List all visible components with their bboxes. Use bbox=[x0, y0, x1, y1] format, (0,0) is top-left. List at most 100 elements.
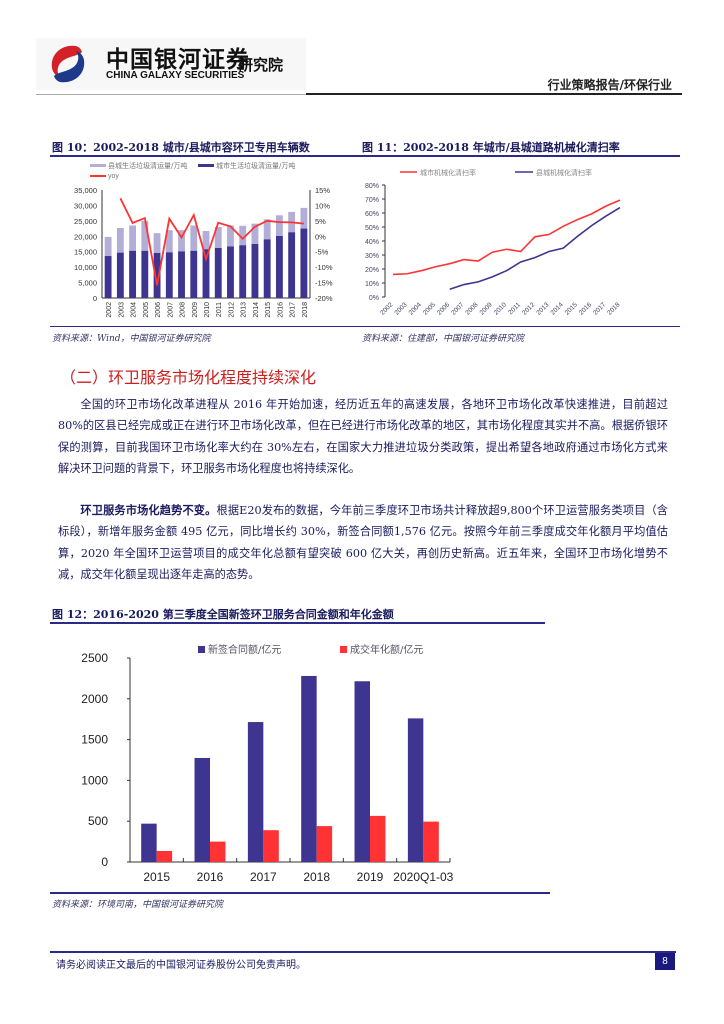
svg-text:2005: 2005 bbox=[143, 302, 150, 318]
svg-text:0%: 0% bbox=[369, 295, 379, 302]
figure10-title: 图 10：2002-2018 城市/县城市容环卫专用车辆数 bbox=[52, 141, 310, 154]
svg-text:2010: 2010 bbox=[204, 302, 211, 318]
svg-text:35,000: 35,000 bbox=[74, 186, 97, 195]
bar-county bbox=[300, 207, 308, 229]
svg-text:0: 0 bbox=[93, 294, 97, 303]
svg-text:2008: 2008 bbox=[180, 302, 187, 318]
bar-contract bbox=[247, 722, 264, 862]
svg-text:2008: 2008 bbox=[464, 301, 479, 316]
svg-text:10%: 10% bbox=[365, 281, 379, 288]
city-sweeping-line bbox=[392, 199, 621, 276]
svg-text:2014: 2014 bbox=[253, 302, 260, 318]
svg-text:2010: 2010 bbox=[493, 301, 508, 316]
paragraph-2-body: 根据E20发布的数据，今年前三季度环卫市场共计释放超9,800个环卫运营服务类项… bbox=[58, 504, 668, 581]
bar-county bbox=[251, 223, 259, 244]
svg-text:500: 500 bbox=[88, 814, 108, 828]
bar-county bbox=[263, 219, 271, 240]
svg-text:2017: 2017 bbox=[290, 302, 297, 318]
svg-text:0: 0 bbox=[101, 855, 108, 869]
bar-city bbox=[178, 251, 185, 298]
svg-text:2013: 2013 bbox=[241, 302, 248, 318]
bar-county bbox=[165, 230, 173, 253]
logo-cn-text: 中国银河证券 bbox=[106, 47, 250, 73]
svg-text:2015: 2015 bbox=[143, 870, 170, 884]
bar-city bbox=[300, 228, 308, 298]
svg-text:2018: 2018 bbox=[606, 301, 621, 316]
bar-county bbox=[129, 225, 137, 251]
svg-text:2000: 2000 bbox=[81, 692, 108, 706]
paragraph-2-lead: 环卫服务市场化趋势不变。 bbox=[80, 503, 217, 517]
svg-text:2020Q1-03: 2020Q1-03 bbox=[393, 870, 453, 884]
galaxy-logo-icon bbox=[51, 45, 85, 83]
svg-text:1000: 1000 bbox=[81, 773, 108, 787]
svg-text:2016: 2016 bbox=[197, 870, 224, 884]
figure10-chart: 县城生活垃圾清运量/万吨 城市生活垃圾清运量/万吨 yoy 0 5,000 10,000 1… bbox=[74, 161, 333, 318]
bar-city bbox=[104, 256, 112, 298]
legend-swatch-county bbox=[90, 164, 106, 167]
bar-contract bbox=[194, 757, 210, 862]
figure12-chart: 新签合同额/亿元 成交年化额/亿元 0 500 1000 1500 2000 2500 2015… bbox=[81, 643, 453, 884]
bar-city bbox=[190, 250, 198, 298]
svg-text:10%: 10% bbox=[315, 201, 330, 210]
svg-text:2017: 2017 bbox=[592, 301, 607, 316]
bar-city bbox=[141, 250, 149, 298]
svg-text:-5%: -5% bbox=[315, 248, 329, 257]
bar-city bbox=[153, 252, 161, 298]
legend-swatch-yoy bbox=[90, 175, 106, 177]
bar-annualized bbox=[263, 830, 279, 862]
bar-county bbox=[275, 215, 283, 236]
figure11-chart: 城市机械化清扫率 县城机械化清扫率 0% 10% 20% 30% 40% 50% 60% 70% 8… bbox=[365, 168, 622, 317]
legend-label-city: 城市机械化清扫率 bbox=[420, 168, 476, 177]
bar-city bbox=[129, 250, 137, 298]
bar-annualized bbox=[316, 826, 333, 862]
svg-text:70%: 70% bbox=[365, 197, 379, 204]
svg-text:2006: 2006 bbox=[155, 302, 162, 318]
svg-text:2012: 2012 bbox=[521, 301, 536, 316]
logo-institute-text: 研究院 bbox=[238, 56, 284, 74]
bar-annualized bbox=[370, 815, 386, 862]
svg-text:60%: 60% bbox=[365, 211, 379, 218]
svg-text:0%: 0% bbox=[315, 232, 326, 241]
svg-text:40%: 40% bbox=[365, 239, 379, 246]
figure11-title-rule bbox=[350, 155, 680, 157]
svg-text:2016: 2016 bbox=[578, 301, 593, 316]
svg-text:2011: 2011 bbox=[216, 302, 223, 317]
figure12-source: 资料来源：环境司南，中国银河证券研究院 bbox=[52, 900, 224, 910]
bar-city bbox=[251, 244, 259, 298]
paragraph-1: 全国的环卫市场化改革进程从 2016 年开始加速，经历近五年的高速发展，各地环卫… bbox=[58, 398, 668, 475]
svg-text:2006: 2006 bbox=[436, 301, 451, 316]
figure10-title-rule bbox=[50, 155, 350, 157]
bar-city bbox=[202, 249, 210, 298]
svg-text:2014: 2014 bbox=[549, 301, 564, 316]
svg-text:2015: 2015 bbox=[564, 301, 579, 316]
figure12-title-rule bbox=[50, 622, 545, 624]
page-number: 8 bbox=[655, 953, 675, 970]
paragraph-2: 环卫服务市场化趋势不变。根据E20发布的数据，今年前三季度环卫市场共计释放超9,… bbox=[58, 500, 668, 585]
legend-label-contract: 新签合同额/亿元 bbox=[208, 643, 281, 656]
svg-text:2007: 2007 bbox=[450, 301, 465, 316]
svg-text:-10%: -10% bbox=[315, 263, 333, 272]
svg-text:80%: 80% bbox=[365, 183, 379, 190]
bar-city bbox=[275, 235, 283, 298]
legend-label-annualized: 成交年化额/亿元 bbox=[350, 643, 423, 656]
svg-text:1500: 1500 bbox=[81, 733, 108, 747]
svg-text:30%: 30% bbox=[365, 253, 379, 260]
header-divider-light bbox=[36, 94, 306, 95]
footer-rule bbox=[50, 951, 676, 953]
bar-city bbox=[165, 252, 173, 298]
bar-contract bbox=[354, 681, 370, 862]
legend-label-city: 城市生活垃圾清运量/万吨 bbox=[216, 161, 295, 170]
svg-text:2011: 2011 bbox=[507, 301, 522, 316]
svg-text:2017: 2017 bbox=[250, 870, 277, 884]
figure10-source: 资料来源：Wind，中国银河证券研究院 bbox=[52, 334, 211, 344]
legend-swatch-city bbox=[198, 164, 214, 167]
logo-en-text: CHINA GALAXY SECURITIES bbox=[106, 70, 245, 81]
footer-disclaimer: 请务必阅读正文最后的中国银河证券股份公司免责声明。 bbox=[56, 960, 306, 971]
svg-text:2009: 2009 bbox=[479, 301, 494, 316]
bar-county bbox=[104, 236, 112, 257]
bar-city bbox=[263, 239, 271, 298]
svg-text:2005: 2005 bbox=[422, 301, 437, 316]
figure11-title: 图 11：2002-2018 年城市/县城道路机械化清扫率 bbox=[362, 141, 620, 154]
bar-annualized bbox=[156, 850, 173, 862]
svg-text:50%: 50% bbox=[365, 225, 379, 232]
